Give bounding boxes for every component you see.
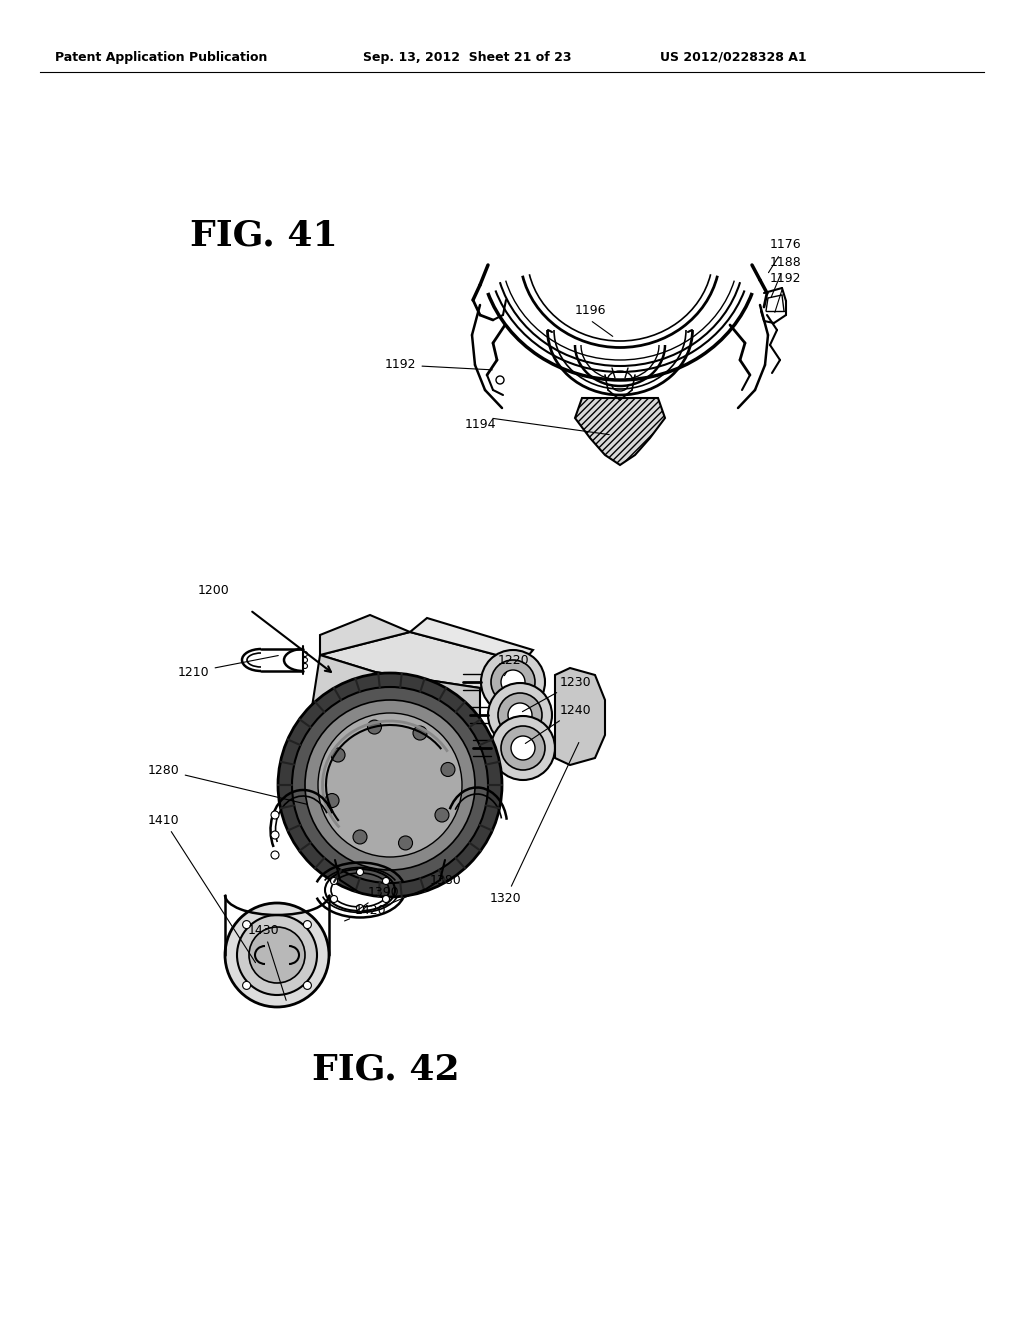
Circle shape: [302, 652, 307, 656]
Polygon shape: [410, 618, 534, 663]
Circle shape: [383, 895, 389, 903]
Text: 1200: 1200: [198, 583, 229, 597]
Circle shape: [331, 748, 345, 762]
Circle shape: [225, 903, 329, 1007]
Circle shape: [271, 810, 279, 818]
Polygon shape: [575, 399, 665, 465]
Text: FIG. 42: FIG. 42: [312, 1053, 460, 1086]
Text: 1320: 1320: [490, 743, 579, 904]
Circle shape: [498, 693, 542, 737]
Circle shape: [302, 664, 307, 668]
Circle shape: [243, 981, 251, 990]
Text: FIG. 41: FIG. 41: [190, 218, 338, 252]
Text: 1390: 1390: [357, 886, 399, 911]
Polygon shape: [319, 632, 523, 688]
Polygon shape: [375, 672, 480, 752]
Circle shape: [508, 704, 532, 727]
Text: 1210: 1210: [178, 656, 279, 678]
Text: US 2012/0228328 A1: US 2012/0228328 A1: [660, 50, 807, 63]
Text: Sep. 13, 2012  Sheet 21 of 23: Sep. 13, 2012 Sheet 21 of 23: [362, 50, 571, 63]
Circle shape: [325, 793, 339, 808]
Circle shape: [435, 808, 449, 822]
Text: 1176: 1176: [768, 239, 802, 273]
Circle shape: [488, 682, 552, 747]
Text: 1240: 1240: [525, 704, 592, 743]
Circle shape: [331, 878, 338, 884]
Polygon shape: [555, 668, 605, 766]
Circle shape: [237, 915, 317, 995]
Circle shape: [305, 700, 475, 870]
Text: 1280: 1280: [148, 763, 307, 804]
Circle shape: [501, 726, 545, 770]
Circle shape: [511, 737, 535, 760]
Circle shape: [249, 927, 305, 983]
Text: 1430: 1430: [248, 924, 286, 1001]
Text: 1194: 1194: [464, 418, 496, 432]
Circle shape: [398, 836, 413, 850]
Circle shape: [490, 660, 535, 704]
Circle shape: [413, 726, 427, 741]
Text: 1410: 1410: [148, 813, 256, 962]
Polygon shape: [319, 615, 410, 655]
Circle shape: [356, 869, 364, 875]
Text: 1192: 1192: [770, 272, 802, 313]
Text: 1420: 1420: [344, 903, 387, 921]
Circle shape: [441, 763, 455, 776]
Circle shape: [292, 686, 488, 883]
Text: 1196: 1196: [574, 304, 606, 317]
Circle shape: [353, 830, 367, 843]
Circle shape: [243, 920, 251, 928]
Circle shape: [356, 904, 364, 912]
Text: 1220: 1220: [498, 653, 529, 676]
Text: Patent Application Publication: Patent Application Publication: [55, 50, 267, 63]
Circle shape: [303, 981, 311, 990]
Circle shape: [481, 649, 545, 714]
Circle shape: [383, 878, 389, 884]
Circle shape: [318, 713, 462, 857]
Circle shape: [271, 832, 279, 840]
Circle shape: [490, 715, 555, 780]
Text: 1192: 1192: [385, 359, 493, 371]
Circle shape: [303, 920, 311, 928]
Text: 1230: 1230: [522, 676, 592, 711]
Circle shape: [368, 719, 382, 734]
Text: 1188: 1188: [770, 256, 802, 297]
Circle shape: [501, 671, 525, 694]
Circle shape: [278, 673, 502, 898]
Text: 1380: 1380: [383, 874, 462, 907]
Polygon shape: [310, 655, 375, 744]
Circle shape: [302, 657, 307, 663]
Circle shape: [271, 851, 279, 859]
Circle shape: [331, 895, 338, 903]
